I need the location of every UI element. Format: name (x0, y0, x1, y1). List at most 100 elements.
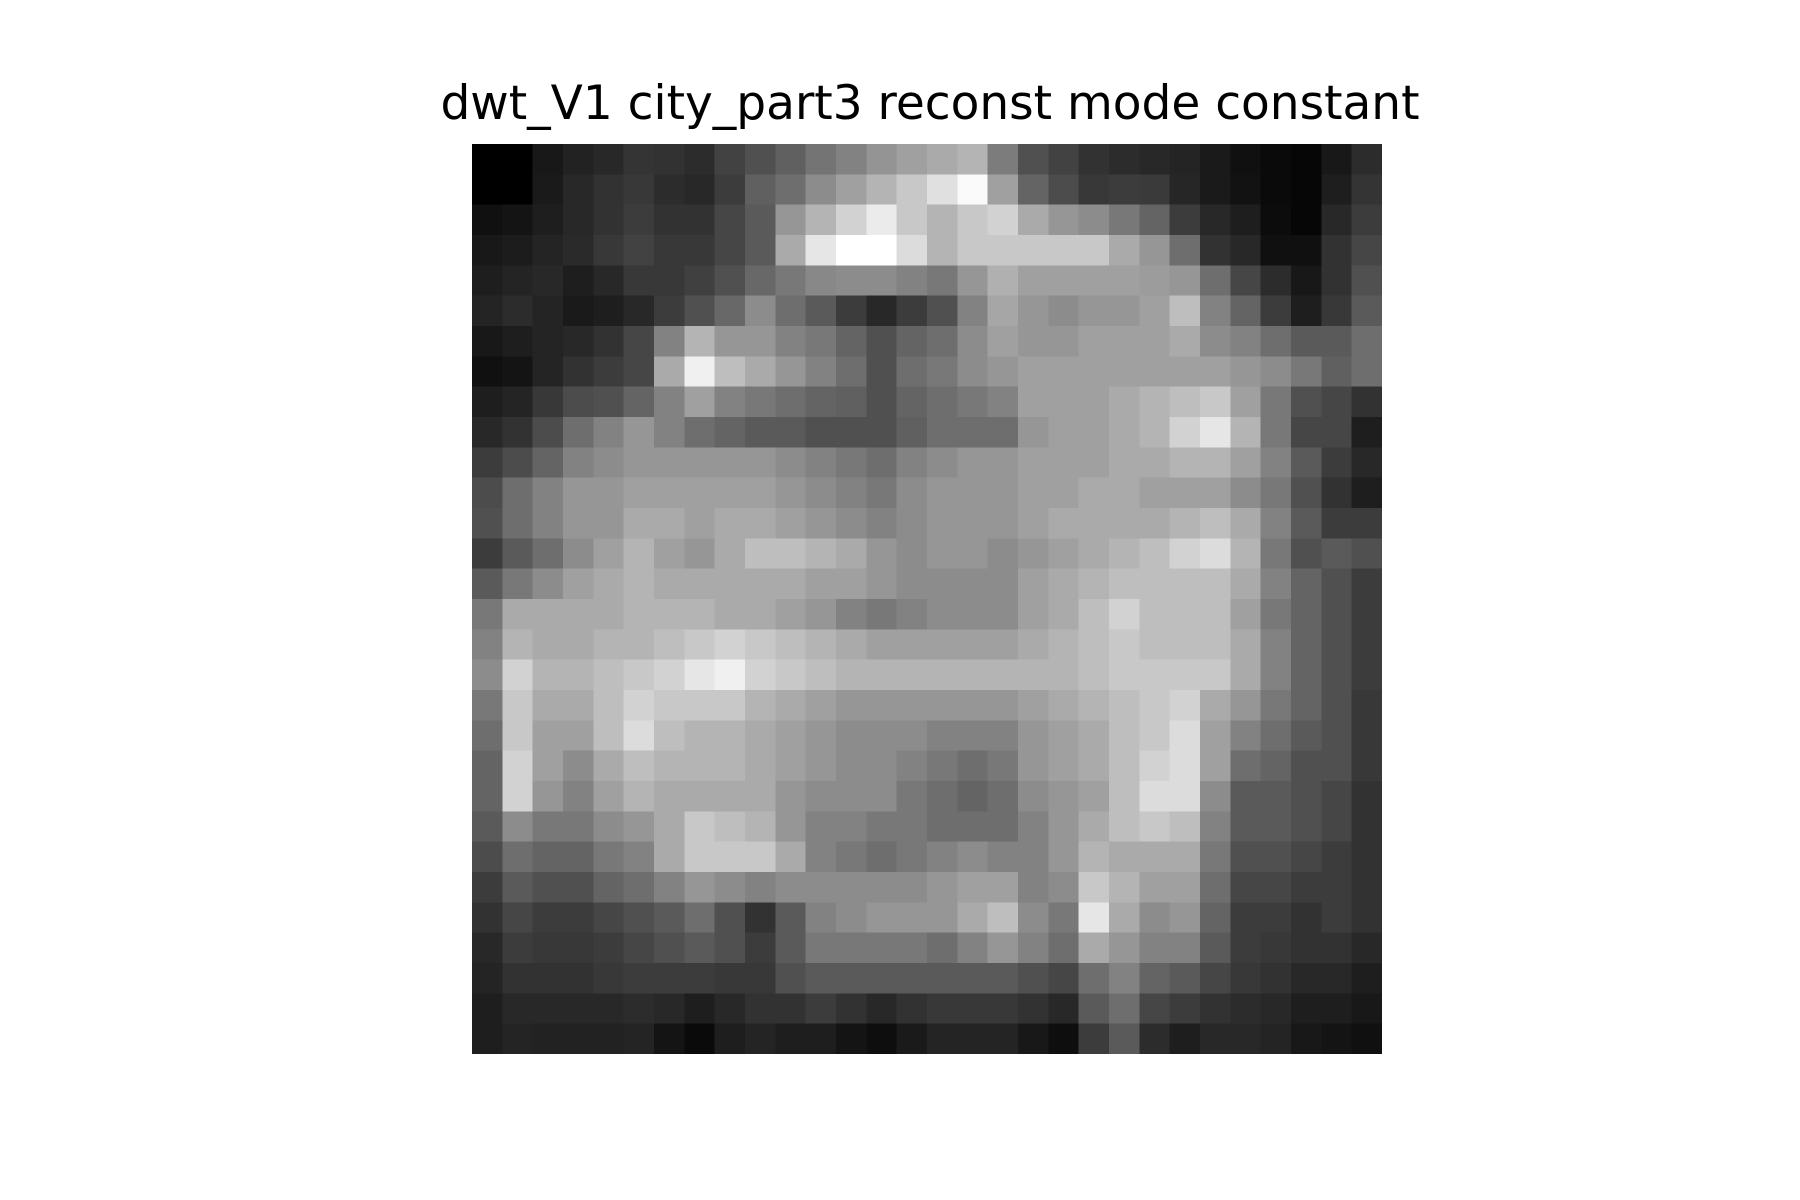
heatmap-cell-r25-c5 (623, 902, 655, 934)
heatmap-cell-r1-c16 (957, 174, 989, 206)
heatmap-cell-r22-c1 (502, 811, 534, 843)
heatmap-cell-r24-c3 (563, 872, 594, 903)
heatmap-cell-r6-c11 (805, 326, 837, 357)
heatmap-cell-r11-c2 (532, 477, 564, 509)
heatmap-cell-r15-c7 (684, 599, 716, 630)
heatmap-cell-r28-c23 (1169, 993, 1201, 1025)
heatmap-cell-r17-c14 (896, 659, 928, 691)
heatmap-cell-r18-c15 (927, 690, 958, 721)
heatmap-cell-r11-c23 (1169, 477, 1201, 509)
heatmap-cell-r21-c6 (654, 781, 685, 812)
heatmap-cell-r9-c8 (714, 417, 746, 448)
heatmap-cell-r11-c20 (1078, 477, 1110, 509)
heatmap-cell-r2-c25 (1230, 204, 1262, 236)
heatmap-cell-r22-c24 (1200, 811, 1231, 843)
heatmap-cell-r12-c1 (502, 508, 534, 539)
heatmap-cell-r11-c19 (1048, 477, 1080, 509)
heatmap-cell-r20-c5 (623, 750, 655, 782)
heatmap-cell-r28-c29 (1351, 993, 1382, 1025)
heatmap-cell-r24-c24 (1200, 872, 1231, 903)
heatmap-cell-r25-c15 (927, 902, 958, 934)
heatmap-cell-r27-c18 (1018, 963, 1049, 994)
heatmap-cell-r0-c4 (593, 144, 625, 175)
heatmap-cell-r27-c15 (927, 963, 958, 994)
heatmap-cell-r16-c9 (745, 629, 776, 661)
heatmap-cell-r13-c8 (714, 538, 746, 570)
heatmap-cell-r25-c6 (654, 902, 685, 934)
heatmap-cell-r10-c17 (987, 447, 1019, 479)
heatmap-cell-r23-c16 (957, 841, 989, 873)
heatmap-cell-r18-c22 (1139, 690, 1171, 721)
heatmap-cell-r7-c26 (1260, 356, 1292, 388)
heatmap-cell-r15-c21 (1109, 599, 1140, 630)
heatmap-cell-r17-c24 (1200, 659, 1231, 691)
heatmap-cell-r4-c0 (472, 265, 503, 297)
heatmap-cell-r9-c24 (1200, 417, 1231, 448)
heatmap-cell-r23-c4 (593, 841, 625, 873)
heatmap-cell-r9-c22 (1139, 417, 1171, 448)
heatmap-cell-r6-c12 (836, 326, 867, 357)
heatmap-cell-r1-c24 (1200, 174, 1231, 206)
heatmap-cell-r23-c6 (654, 841, 685, 873)
heatmap-cell-r19-c28 (1321, 720, 1353, 752)
heatmap-cell-r0-c22 (1139, 144, 1171, 175)
heatmap-cell-r20-c20 (1078, 750, 1110, 782)
heatmap-cell-r22-c12 (836, 811, 867, 843)
heatmap-cell-r18-c11 (805, 690, 837, 721)
heatmap-cell-r22-c18 (1018, 811, 1049, 843)
heatmap-cell-r5-c16 (957, 295, 989, 327)
heatmap-cell-r11-c7 (684, 477, 716, 509)
heatmap-cell-r1-c28 (1321, 174, 1353, 206)
heatmap-cell-r4-c16 (957, 265, 989, 297)
heatmap-cell-r11-c24 (1200, 477, 1231, 509)
heatmap-cell-r12-c26 (1260, 508, 1292, 539)
heatmap-cell-r16-c16 (957, 629, 989, 661)
heatmap-cell-r23-c0 (472, 841, 503, 873)
heatmap-cell-r19-c16 (957, 720, 989, 752)
heatmap-cell-r26-c19 (1048, 932, 1080, 964)
heatmap-cell-r10-c2 (532, 447, 564, 479)
heatmap-cell-r3-c19 (1048, 235, 1080, 266)
heatmap-cell-r4-c6 (654, 265, 685, 297)
heatmap-cell-r0-c14 (896, 144, 928, 175)
heatmap-cell-r23-c26 (1260, 841, 1292, 873)
heatmap-cell-r27-c4 (593, 963, 625, 994)
heatmap-cell-r13-c22 (1139, 538, 1171, 570)
heatmap-cell-r25-c7 (684, 902, 716, 934)
heatmap-cell-r19-c29 (1351, 720, 1382, 752)
heatmap-cell-r8-c11 (805, 386, 837, 418)
heatmap-cell-r6-c2 (532, 326, 564, 357)
chart-title: dwt_V1 city_part3 reconst mode constant (440, 76, 1420, 131)
heatmap-cell-r3-c14 (896, 235, 928, 266)
heatmap-cell-r16-c23 (1169, 629, 1201, 661)
heatmap-cell-r14-c19 (1048, 568, 1080, 600)
heatmap-cell-r26-c28 (1321, 932, 1353, 964)
heatmap-cell-r21-c24 (1200, 781, 1231, 812)
heatmap-cell-r23-c29 (1351, 841, 1382, 873)
heatmap-cell-r11-c25 (1230, 477, 1262, 509)
heatmap-cell-r26-c5 (623, 932, 655, 964)
heatmap-cell-r27-c24 (1200, 963, 1231, 994)
heatmap-cell-r6-c4 (593, 326, 625, 357)
heatmap-cell-r23-c21 (1109, 841, 1140, 873)
heatmap-cell-r7-c0 (472, 356, 503, 388)
heatmap-cell-r19-c27 (1291, 720, 1322, 752)
heatmap-cell-r2-c16 (957, 204, 989, 236)
heatmap-cell-r2-c12 (836, 204, 867, 236)
heatmap-cell-r1-c5 (623, 174, 655, 206)
heatmap-cell-r3-c25 (1230, 235, 1262, 266)
heatmap-cell-r3-c12 (836, 235, 867, 266)
heatmap-cell-r1-c9 (745, 174, 776, 206)
heatmap-cell-r20-c26 (1260, 750, 1292, 782)
heatmap-cell-r9-c16 (957, 417, 989, 448)
heatmap-cell-r5-c29 (1351, 295, 1382, 327)
heatmap-cell-r17-c28 (1321, 659, 1353, 691)
heatmap-cell-r7-c7 (684, 356, 716, 388)
heatmap-cell-r3-c11 (805, 235, 837, 266)
heatmap-cell-r22-c6 (654, 811, 685, 843)
heatmap-cell-r26-c26 (1260, 932, 1292, 964)
heatmap-cell-r10-c5 (623, 447, 655, 479)
heatmap-cell-r24-c21 (1109, 872, 1140, 903)
heatmap-cell-r6-c21 (1109, 326, 1140, 357)
heatmap-cell-r22-c5 (623, 811, 655, 843)
